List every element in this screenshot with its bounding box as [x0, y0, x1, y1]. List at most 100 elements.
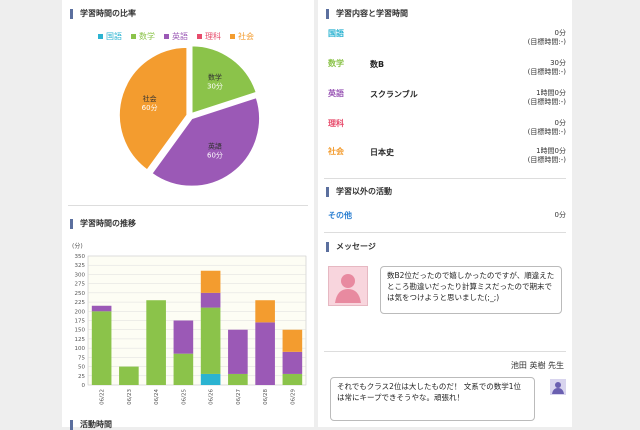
subject-name: 数学: [328, 59, 344, 68]
legend-label: 英語: [172, 32, 188, 41]
pie-slice-value: 30分: [207, 82, 223, 91]
legend-swatch: [98, 34, 103, 39]
subject-name: 社会: [328, 147, 344, 156]
bar-segment: [200, 270, 221, 293]
subject-time-value: 1時間0分: [536, 147, 566, 155]
x-tick-label: 06/28: [263, 389, 269, 405]
legend-swatch: [164, 34, 169, 39]
student-message: 数B2位だったので嬉しかったのですが、順違えたところ勘違いだったり計算ミスだった…: [380, 266, 562, 314]
bar-segment: [255, 322, 275, 385]
bar-segment: [282, 351, 303, 374]
y-tick-label: 150: [75, 328, 86, 334]
ratio-section-title: 学習時間の比率: [70, 9, 136, 19]
pie-legend: 国語 数学 英語 理科 社会: [98, 31, 254, 42]
subject-name: 国語: [328, 29, 344, 38]
teacher-message: それでもクラス2位は大したものだ！ 文系での数学1位は常にキープできそうやな。頑…: [330, 377, 535, 421]
legend-label: 数学: [139, 32, 155, 41]
subject-topic: 数B: [370, 60, 385, 69]
bar-segment: [228, 373, 248, 385]
legend-swatch: [197, 34, 202, 39]
left-panel: 学習時間の比率 国語 数学 英語 理科 社会 数学 30分 英語 60分 社会 60分 学習時間の…: [62, 0, 314, 430]
legend-swatch: [230, 34, 235, 39]
pie-slice-value: 60分: [207, 150, 223, 159]
message-section-title: メッセージ: [326, 242, 376, 252]
other-activity-row: その他 0分: [328, 210, 566, 240]
divider: [324, 178, 566, 179]
teacher-avatar: [550, 379, 566, 395]
legend-item: 国語: [98, 31, 122, 42]
other-activity-label: その他: [328, 211, 352, 220]
y-tick-label: 50: [78, 365, 85, 371]
right-panel: 学習内容と学習時間 国語 0分 (目標時間:-) 数学 数B 30分 (目標時間:-) 英語ス…: [318, 0, 572, 427]
pie-slice: [118, 46, 188, 172]
y-tick-label: 125: [75, 337, 86, 343]
trend-section-title: 学習時間の推移: [70, 219, 136, 229]
subject-time-value: 30分: [550, 59, 566, 67]
bar-segment: [146, 300, 166, 385]
x-tick-label: 06/25: [181, 389, 187, 405]
subject-row: 理科 0分 (目標時間:-): [328, 118, 566, 148]
bar-segment: [91, 311, 112, 385]
subject-goal: (目標時間:-): [527, 128, 566, 136]
pie-slice-label: 英語: [208, 141, 222, 150]
subject-name: 英語: [328, 89, 344, 98]
y-tick-label: 250: [75, 291, 86, 297]
legend-item: 数学: [131, 31, 155, 42]
divider: [68, 205, 308, 206]
subject-topic: スクランブル: [370, 90, 418, 99]
pie-slice: [150, 96, 261, 188]
subject-name: 理科: [328, 119, 344, 128]
subject-goal: (目標時間:-): [527, 68, 566, 76]
bar-segment: [200, 292, 221, 308]
pie-slice-label: 数学: [208, 73, 222, 82]
subject-time: 0分 (目標時間:-): [528, 119, 566, 137]
divider: [324, 232, 566, 233]
y-tick-label: 0: [82, 383, 86, 389]
content-section-title: 学習内容と学習時間: [326, 9, 408, 19]
bar-segment: [228, 329, 248, 374]
legend-label: 国語: [106, 32, 122, 41]
student-avatar: [328, 266, 368, 306]
pie-slice: [191, 44, 258, 115]
y-tick-label: 100: [75, 346, 86, 352]
person-icon: [552, 382, 564, 394]
other-section-title: 学習以外の活動: [326, 187, 392, 197]
legend-label: 社会: [238, 32, 254, 41]
y-unit-label: (分): [72, 242, 83, 250]
x-tick-label: 06/26: [209, 389, 215, 405]
y-tick-label: 200: [75, 309, 86, 315]
bar-segment: [282, 329, 303, 352]
bar-segment: [282, 373, 303, 385]
subject-time-value: 0分: [554, 119, 566, 127]
subject-goal: (目標時間:-): [527, 38, 566, 46]
subject-time-value: 1時間0分: [536, 89, 566, 97]
person-icon: [335, 274, 361, 303]
bar-chart: (分) 0 25 50 75 100 125 150 175 200 225 250 275 300 325…: [72, 242, 307, 405]
teacher-name: 池田 英樹 先生: [510, 361, 564, 370]
y-tick-label: 275: [75, 282, 86, 288]
legend-item: 理科: [197, 31, 221, 42]
subject-row: 国語 0分 (目標時間:-): [328, 28, 566, 58]
x-tick-label: 06/27: [236, 389, 242, 405]
other-activity-time: 0分: [554, 211, 566, 219]
x-tick-label: 06/29: [290, 389, 296, 405]
legend-label: 理科: [205, 32, 221, 41]
pie-slice-label: 社会: [143, 94, 157, 103]
bar-segment: [255, 300, 275, 323]
y-tick-label: 300: [75, 272, 86, 278]
divider: [324, 351, 566, 352]
subject-row: 社会 日本史 1時間0分 (目標時間:-): [328, 146, 566, 176]
y-tick-label: 225: [75, 300, 86, 306]
x-tick-label: 06/22: [100, 389, 106, 405]
subject-row: 数学 数B 30分 (目標時間:-): [328, 58, 566, 88]
subject-time: 1時間0分 (目標時間:-): [528, 147, 566, 165]
y-tick-label: 325: [75, 263, 86, 269]
bar-segment: [91, 305, 112, 312]
bar-segment: [119, 366, 139, 385]
legend-swatch: [131, 34, 136, 39]
y-tick-label: 75: [78, 355, 85, 361]
x-tick-label: 06/23: [127, 389, 133, 405]
pie-slice-value: 60分: [142, 103, 158, 112]
subject-time: 30分 (目標時間:-): [528, 59, 566, 77]
